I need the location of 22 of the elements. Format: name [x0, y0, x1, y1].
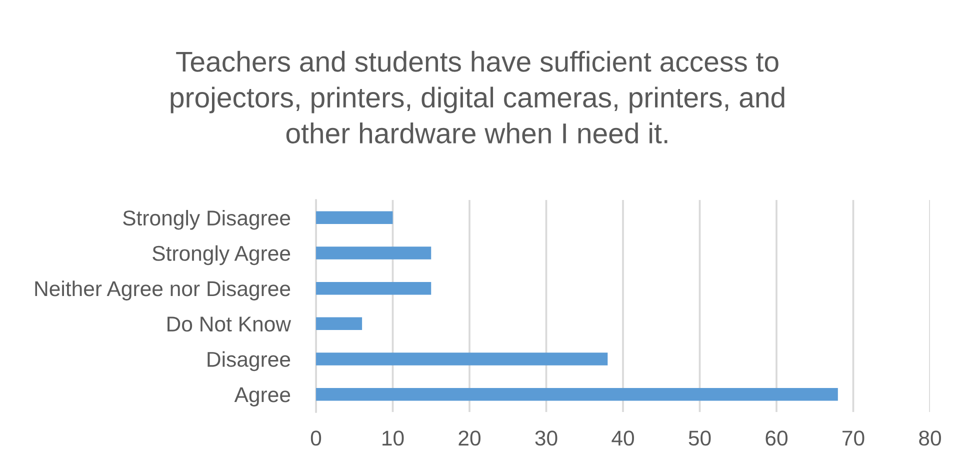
x-tick-label: 10 [382, 430, 404, 446]
y-tick-label: Strongly Disagree [123, 210, 290, 230]
y-tick-label: Neither Agree nor Disagree [35, 280, 290, 300]
x-tick-label: 30 [535, 430, 558, 446]
y-tick-label: Strongly Agree [152, 245, 290, 266]
x-tick-label: 70 [842, 430, 864, 446]
chart-title: Teachers and students have sufficient access to projectors, printers, digital cameras, printers, and other hardware when I need it. [170, 50, 784, 144]
y-tick-label: Disagree [208, 351, 290, 372]
x-tick-label: 40 [612, 430, 634, 446]
y-tick-label: Agree [234, 387, 290, 406]
x-tick-label: 50 [688, 430, 711, 446]
x-tick-label: 0 [310, 430, 322, 446]
bar [316, 388, 838, 401]
x-tick-label: 60 [766, 430, 788, 446]
bar [316, 282, 432, 295]
bar [316, 317, 362, 330]
y-tick-label: Do Not Know [168, 316, 292, 332]
bar [316, 352, 608, 366]
bar [316, 246, 432, 260]
x-tick-label: 20 [458, 430, 480, 446]
bar [316, 211, 393, 224]
x-tick-label: 80 [919, 430, 941, 446]
